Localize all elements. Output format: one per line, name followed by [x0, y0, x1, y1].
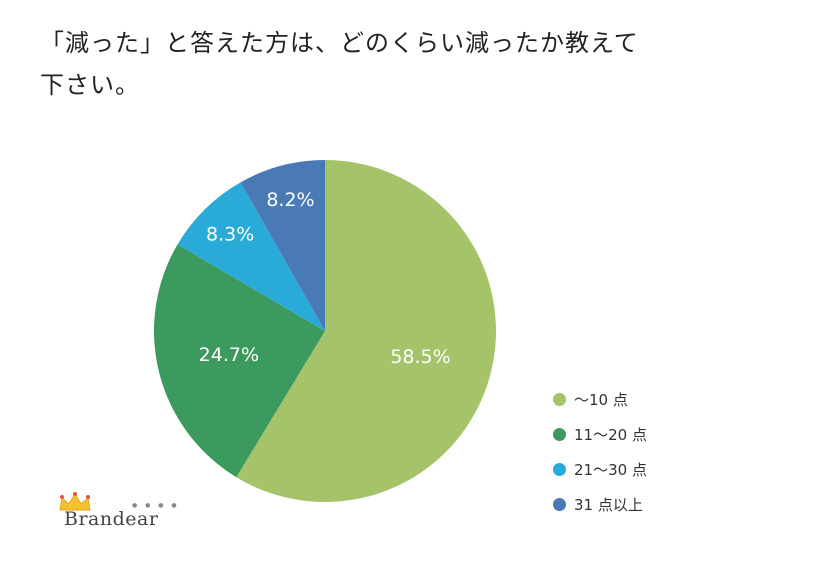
slice-value-label: 8.2% [266, 189, 314, 211]
legend-label: 21〜30 点 [574, 461, 647, 479]
legend-swatch [553, 463, 566, 476]
legend-label: 31 点以上 [574, 496, 643, 514]
legend-label: 〜10 点 [574, 391, 628, 409]
logo-text: Brandear [64, 508, 159, 530]
legend-item: 31 点以上 [553, 487, 647, 522]
legend-item: 21〜30 点 [553, 452, 647, 487]
pie-slice [177, 182, 325, 331]
legend-swatch [553, 498, 566, 511]
crown-icon [59, 492, 91, 511]
chart-title-line-2: 下さい。 [40, 71, 140, 99]
pie-slice [153, 244, 325, 478]
chart-title-line-1: 「減った」と答えた方は、どのくらい減ったか教えて [40, 29, 639, 57]
slice-value-label: 8.3% [206, 223, 254, 245]
legend-swatch [553, 393, 566, 406]
slice-value-label: 24.7% [199, 344, 259, 366]
logo-dots: ● ● ● ● [132, 502, 180, 509]
chart-legend: 〜10 点 11〜20 点 21〜30 点 31 点以上 [553, 382, 647, 522]
legend-label: 11〜20 点 [574, 426, 647, 444]
slice-value-label: 58.5% [390, 346, 450, 368]
legend-item: 〜10 点 [553, 382, 647, 417]
pie-slice [236, 160, 496, 502]
legend-item: 11〜20 点 [553, 417, 647, 452]
brandear-logo: ● ● ● ● Brandear [52, 492, 192, 542]
chart-title: 「減った」と答えた方は、どのくらい減ったか教えて 下さい。 [40, 22, 740, 106]
pie-slice [240, 160, 325, 331]
legend-swatch [553, 428, 566, 441]
